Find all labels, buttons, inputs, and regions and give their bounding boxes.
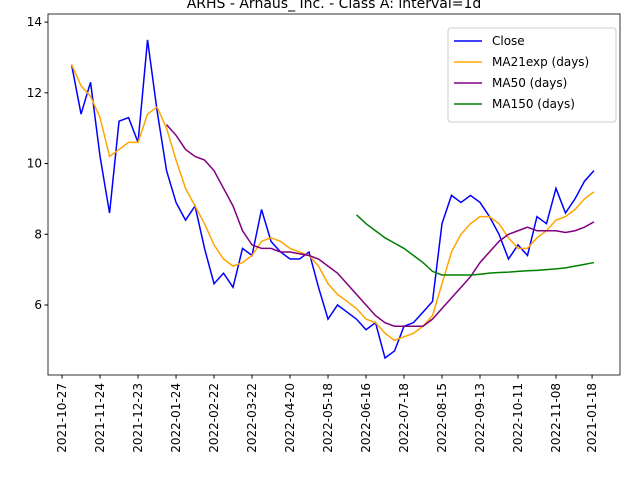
y-tick-label: 6	[34, 298, 42, 312]
legend-label: Close	[492, 34, 525, 48]
y-tick-label: 10	[27, 157, 42, 171]
y-tick-label: 8	[34, 227, 42, 241]
x-tick-label: 2022-05-18	[321, 383, 335, 453]
y-tick-label: 14	[27, 15, 42, 29]
x-tick-label: 2021-01-18	[585, 383, 599, 453]
y-tick-label: 12	[27, 86, 42, 100]
legend-label: MA150 (days)	[492, 97, 575, 111]
x-tick-label: 2022-01-24	[169, 383, 183, 453]
x-tick-label: 2021-12-23	[131, 383, 145, 453]
legend-label: MA50 (days)	[492, 76, 567, 90]
x-tick-label: 2021-10-27	[55, 383, 69, 453]
x-tick-label: 2022-03-22	[245, 383, 259, 453]
x-tick-label: 2022-11-08	[549, 383, 563, 453]
x-tick-label: 2022-08-15	[435, 383, 449, 453]
x-tick-label: 2021-11-24	[93, 383, 107, 453]
series-line	[70, 39, 595, 360]
x-tick-label: 2022-10-11	[511, 383, 525, 453]
x-tick-label: 2022-09-13	[473, 383, 487, 453]
x-tick-label: 2022-04-20	[283, 383, 297, 453]
series-line	[356, 214, 595, 276]
x-tick-label: 2022-07-18	[397, 383, 411, 453]
legend-label: MA21exp (days)	[492, 55, 589, 69]
chart-title: ARHS - Arhaus_ Inc. - Class A: interval=…	[187, 0, 482, 12]
x-tick-label: 2022-06-16	[359, 383, 373, 453]
plot-area	[47, 13, 621, 376]
series-line	[165, 124, 595, 327]
x-tick-label: 2022-02-22	[207, 383, 221, 453]
legend-box	[447, 27, 617, 123]
